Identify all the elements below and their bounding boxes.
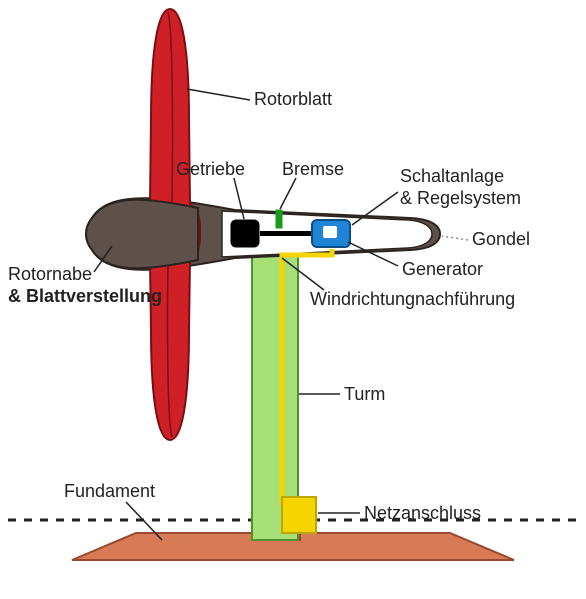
label-windnachf: Windrichtungnachführung <box>310 289 515 309</box>
label-netzanschl: Netzanschluss <box>364 503 481 523</box>
generator-slot <box>323 226 337 238</box>
axle <box>260 231 312 236</box>
leader-gondel <box>442 236 468 240</box>
label-schaltanlage: Schaltanlage <box>400 166 504 186</box>
gearbox <box>231 220 259 247</box>
label-generator: Generator <box>402 259 483 279</box>
label-blattverst: & Blattverstellung <box>8 286 162 306</box>
label-bremse: Bremse <box>282 159 344 179</box>
brake <box>276 210 282 228</box>
wind-turbine-diagram: Rotorblatt Getriebe Bremse Schaltanlage& Re… <box>0 0 586 599</box>
leader-bremse <box>280 178 296 209</box>
label-fundament: Fundament <box>64 481 155 501</box>
label-turm: Turm <box>344 384 385 404</box>
label-gondel: Gondel <box>472 229 530 249</box>
label-regelsystem: & Regelsystem <box>400 188 521 208</box>
leader-rotorblatt <box>187 89 250 100</box>
label-rotornabe: Rotornabe <box>8 264 92 284</box>
grid-connection-box <box>282 497 316 533</box>
label-rotorblatt: Rotorblatt <box>254 89 332 109</box>
label-getriebe: Getriebe <box>176 159 245 179</box>
